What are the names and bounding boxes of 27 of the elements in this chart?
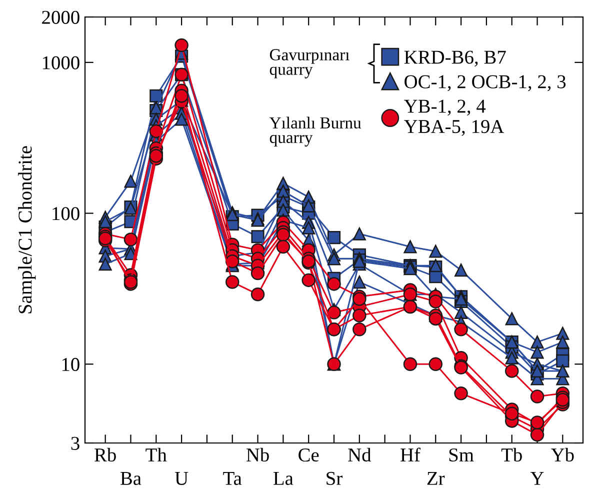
annotation: Yılanlı Burnu quarry	[269, 116, 362, 146]
x-tick-label: Y	[530, 472, 544, 485]
x-tick-label: Hf	[400, 448, 420, 462]
y-tick-label: 2000	[42, 10, 80, 24]
x-tick-label: Zr	[427, 472, 445, 485]
x-tick-label: Ce	[298, 448, 319, 462]
x-tick-label: Th	[146, 448, 167, 462]
x-tick-label: Rb	[94, 448, 116, 462]
x-tick-label: La	[273, 472, 294, 485]
x-tick-label: Nb	[246, 448, 269, 462]
legend-label: OC-1, 2 OCB-1, 2, 3	[404, 75, 566, 92]
y-tick-label: 100	[52, 207, 80, 220]
annotation: Gavurpınarı quarry	[270, 49, 350, 78]
y-axis-title: Sample/C1 Chondrite	[18, 146, 36, 314]
x-tick-label: Sr	[326, 472, 342, 485]
y-tick-label: 3	[71, 436, 80, 450]
x-tick-label: Ta	[223, 472, 242, 485]
x-tick-label: Nd	[348, 448, 372, 462]
legend-label: KRD-B6, B7	[404, 50, 506, 67]
x-tick-label: U	[174, 472, 188, 485]
x-tick-label: Sm	[449, 448, 474, 462]
y-tick-label: 1000	[42, 56, 80, 70]
x-tick-label: Yb	[551, 448, 574, 462]
x-tick-label: Ba	[120, 472, 142, 485]
legend-label: YB-1, 2, 4 YBA-5, 19A	[404, 100, 504, 136]
x-tick-label: Tb	[501, 448, 522, 462]
y-tick-label: 10	[62, 358, 80, 372]
